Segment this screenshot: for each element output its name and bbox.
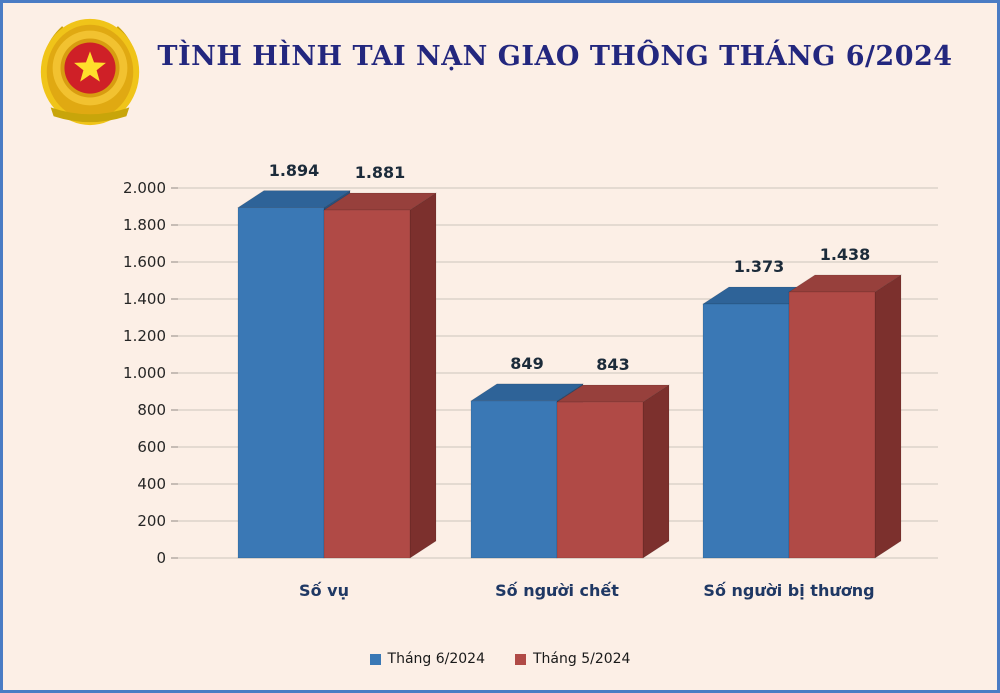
legend-swatch-blue xyxy=(369,653,381,665)
bar-value-label: 1.438 xyxy=(819,244,871,264)
bar-front-face xyxy=(788,291,876,559)
y-axis-tick-label: 400 xyxy=(137,475,166,493)
x-axis-category-label: Số người bị thương xyxy=(703,581,875,600)
y-axis-tick-label: 200 xyxy=(137,512,166,530)
y-axis-tick-label: 1.600 xyxy=(123,253,166,271)
bar-value-label: 1.881 xyxy=(354,163,406,182)
bar-value-label: 843 xyxy=(596,355,630,375)
bar-front-face xyxy=(237,207,325,559)
chart-legend: Tháng 6/2024 Tháng 5/2024 xyxy=(3,651,997,667)
y-axis-tick-label: 2.000 xyxy=(123,179,166,197)
bar-value-label: 849 xyxy=(510,353,544,373)
chart-canvas xyxy=(171,187,938,559)
bar-side-face xyxy=(409,192,437,559)
bar-side-face xyxy=(874,274,902,559)
bar-front-face xyxy=(470,400,558,559)
legend-label-month5: Tháng 5/2024 xyxy=(533,651,631,667)
legend-item-month6: Tháng 6/2024 xyxy=(369,651,485,667)
y-axis-tick-label: 1.400 xyxy=(123,290,166,308)
star-icon xyxy=(74,51,106,82)
emblem-banner xyxy=(50,107,130,123)
bar-value-label: 1.373 xyxy=(733,256,785,276)
public-security-emblem-logo xyxy=(40,18,140,126)
x-axis-category-label: Số vụ xyxy=(299,581,349,600)
bar-front-face xyxy=(702,303,790,559)
x-axis-category-label: Số người chết xyxy=(495,581,619,600)
bar-value-label: 1.894 xyxy=(268,160,320,180)
chart-title: TÌNH HÌNH TAI NẠN GIAO THÔNG THÁNG 6/202… xyxy=(157,41,953,72)
y-axis-tick-label: 0 xyxy=(156,549,166,567)
bar-side-face xyxy=(642,384,670,559)
y-axis-tick-label: 1.800 xyxy=(123,216,166,234)
legend-label-month6: Tháng 6/2024 xyxy=(387,651,485,667)
bar-chart: 0 200 400 600 800 1.000 1.200 1.400 1.600 1.800 2.… xyxy=(3,3,997,690)
y-axis-tick-label: 600 xyxy=(137,438,166,456)
legend-swatch-red xyxy=(515,653,526,665)
bar-front-face xyxy=(323,209,411,559)
y-axis-tick-label: 1.000 xyxy=(123,364,166,382)
y-axis-tick-label: 1.200 xyxy=(123,327,166,345)
bar-front-face xyxy=(556,401,644,559)
y-axis-tick-label: 800 xyxy=(137,401,166,419)
legend-item-month5: Tháng 5/2024 xyxy=(515,651,630,667)
